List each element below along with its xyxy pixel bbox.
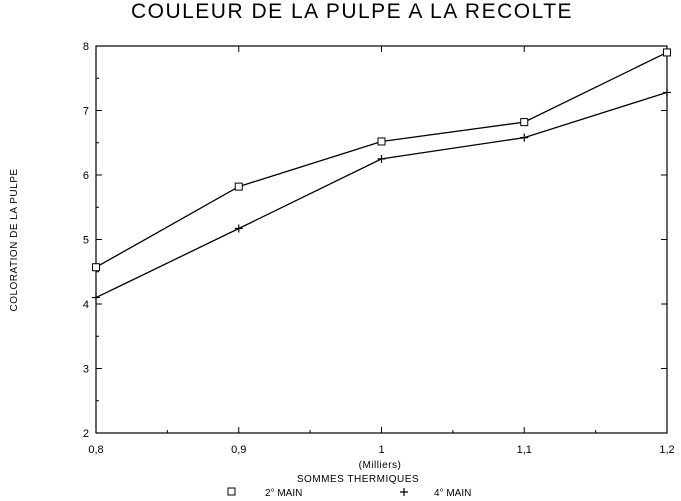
legend-label-2-main: 2° MAIN bbox=[265, 488, 302, 499]
series-line-2 bbox=[95, 91, 668, 299]
y-tick-label: 3 bbox=[83, 364, 89, 376]
legend-marker-square bbox=[227, 487, 236, 496]
x-axis-label: SOMMES THERMIQUES bbox=[297, 474, 419, 485]
x-tick-label: 1,2 bbox=[659, 444, 674, 456]
data-point-square bbox=[377, 137, 386, 146]
x-tick-label: 0,9 bbox=[231, 444, 246, 456]
data-point-plus bbox=[520, 133, 529, 142]
x-tick-label: 0,8 bbox=[88, 444, 103, 456]
data-point-plus bbox=[377, 154, 386, 163]
data-point-square bbox=[92, 263, 100, 272]
y-axis-ticks: 2 3 4 5 6 7 8 bbox=[83, 41, 667, 440]
legend-marker-plus bbox=[400, 488, 408, 496]
legend-label-4-main: 4° MAIN bbox=[434, 488, 471, 499]
x-tick-label: 1,1 bbox=[517, 444, 532, 456]
legend-item-2-main: 2° MAIN bbox=[227, 487, 302, 499]
y-tick-label: 4 bbox=[83, 299, 89, 311]
data-point-plus bbox=[234, 224, 243, 233]
data-point-square bbox=[663, 48, 671, 57]
data-point-plus bbox=[92, 293, 100, 302]
y-tick-label: 2 bbox=[83, 428, 89, 440]
data-point-plus bbox=[663, 88, 671, 97]
y-tick-label: 5 bbox=[83, 235, 89, 247]
plot-area bbox=[95, 45, 668, 434]
x-tick-label: 1 bbox=[378, 444, 384, 456]
y-tick-label: 8 bbox=[83, 41, 89, 53]
x-axis-ticks: 0,8 0,9 1 1,1 1,2 bbox=[88, 46, 675, 456]
data-point-square bbox=[520, 118, 529, 127]
data-point-square bbox=[234, 182, 243, 191]
x-axis-units: (Milliers) bbox=[359, 460, 402, 471]
y-tick-label: 7 bbox=[83, 106, 89, 118]
chart-title: COULEUR DE LA PULPE A LA RECOLTE bbox=[131, 0, 573, 23]
y-axis-label: COLORATION DE LA PULPE bbox=[9, 168, 20, 311]
legend-item-4-main: 4° MAIN bbox=[400, 488, 471, 499]
legend: 2° MAIN 4° MAIN bbox=[227, 487, 471, 499]
y-tick-label: 6 bbox=[83, 170, 89, 182]
series-layer bbox=[92, 48, 671, 302]
